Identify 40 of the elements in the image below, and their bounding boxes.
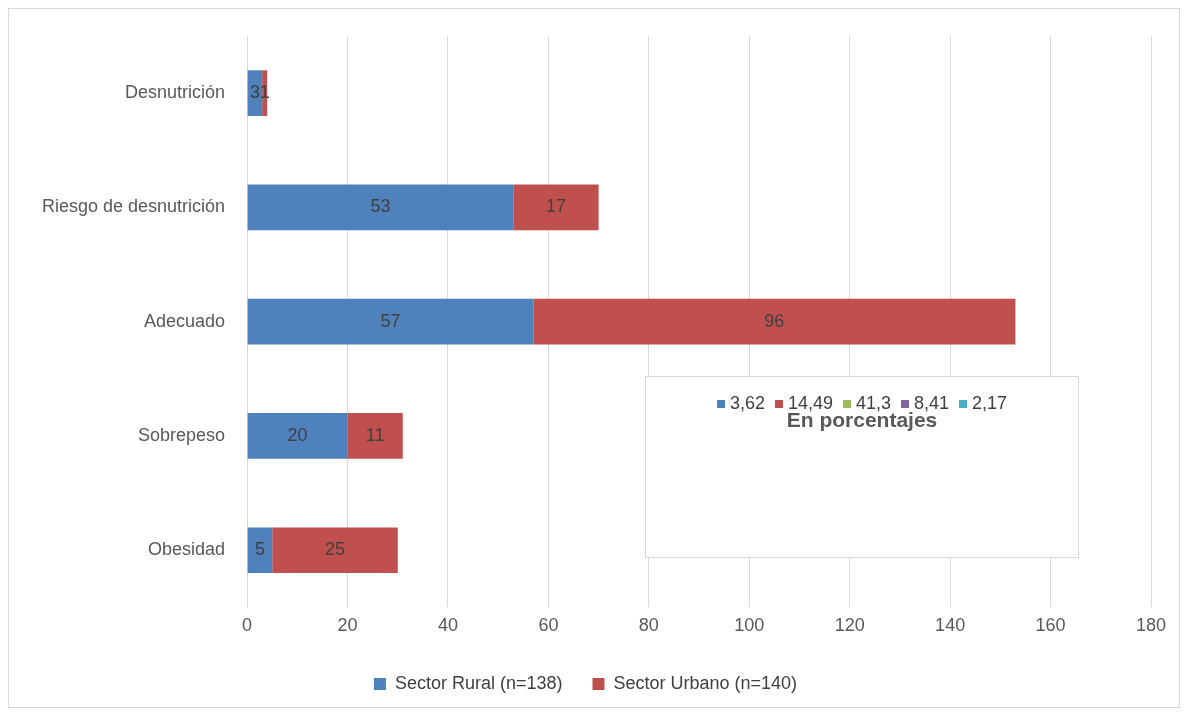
data-label: 3 [249,82,260,103]
annotation: 3,62 [728,393,765,414]
annotation: 8,41 [914,393,950,413]
data-label: 57 [380,310,401,331]
x-tick-label: 120 [834,615,865,636]
annotation: 41,3 [855,393,891,413]
data-label: 17 [545,196,566,217]
data-label: 53 [370,196,391,217]
x-tick-label: 40 [437,615,458,636]
x-tick-label: 140 [935,615,966,636]
bar [247,413,348,459]
data-label: 1 [259,82,270,103]
annotation: 2,17 [971,393,1008,414]
x-tick-label: 180 [1135,615,1167,636]
data-label: 11 [365,424,385,445]
y-tick-label: Adecuado [144,310,226,331]
data-label: 25 [324,539,346,560]
x-tick-label: 100 [734,615,765,636]
y-tick-label: Sobrepeso [138,424,226,445]
bar [513,184,599,231]
y-tick-label: Riesgo de desnutrición [41,196,226,217]
bar [247,527,273,574]
y-tick-label: Obesidad [148,539,226,560]
x-tick-label: 0 [242,615,253,636]
y-tick-label: Desnutrición [125,82,226,103]
bar [272,527,398,574]
legend-label: Sector Rural (n=138) [394,672,563,693]
x-tick-label: 80 [638,615,659,636]
bar [247,298,534,345]
bar [347,413,403,459]
x-tick-label: 60 [538,615,559,636]
bar [533,298,1016,345]
x-tick-label: 20 [337,615,358,636]
bar [247,184,514,231]
data-label: 5 [254,539,265,560]
data-label: 96 [764,310,785,331]
data-label: 20 [287,424,308,445]
x-tick-label: 160 [1035,615,1066,636]
legend-label: Sector Urbano (n=140) [613,672,798,693]
annotation: 14,49 [786,393,833,413]
